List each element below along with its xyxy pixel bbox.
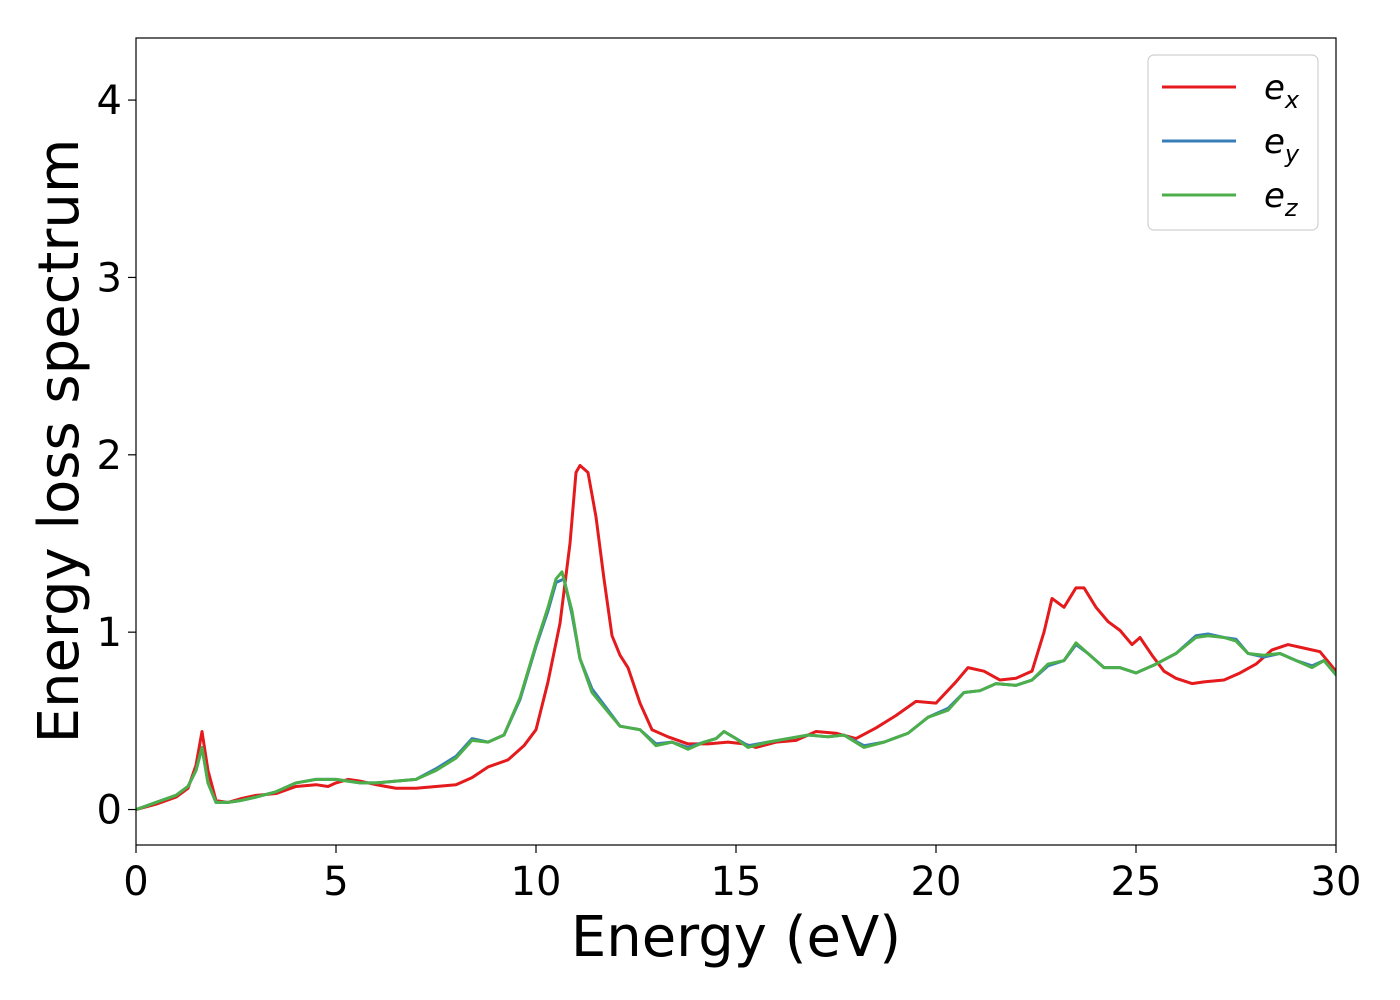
x-tick-label: 25 (1111, 859, 1162, 905)
legend-label-e-z: ez (1264, 176, 1299, 222)
series-line-e-y (136, 577, 1336, 812)
y-tick-label: 0 (97, 788, 122, 834)
series-line-e-z (136, 570, 1336, 812)
y-axis-label: Energy loss spectrum (27, 139, 92, 744)
x-tick-label: 10 (511, 859, 562, 905)
x-tick-label: 0 (123, 859, 148, 905)
x-axis-label: Energy (eV) (571, 905, 901, 970)
legend: ex ey ez (1147, 54, 1319, 231)
legend-label-e-x: ex (1264, 68, 1300, 114)
y-tick-label: 4 (97, 78, 122, 124)
x-tick-label: 20 (911, 859, 962, 905)
y-tick-label: 3 (97, 255, 122, 301)
x-tick-label: 5 (323, 859, 348, 905)
x-tick-label: 15 (711, 859, 762, 905)
axes-layer: 0 5 10 15 20 25 30 0 1 2 3 4 (97, 37, 1362, 905)
y-tick-label: 2 (97, 433, 122, 479)
x-tick-label: 30 (1311, 859, 1362, 905)
y-tick-label: 1 (97, 610, 122, 656)
series-layer (136, 463, 1336, 812)
series-line-e-x (136, 463, 1336, 812)
legend-label-e-y: ey (1264, 122, 1300, 168)
